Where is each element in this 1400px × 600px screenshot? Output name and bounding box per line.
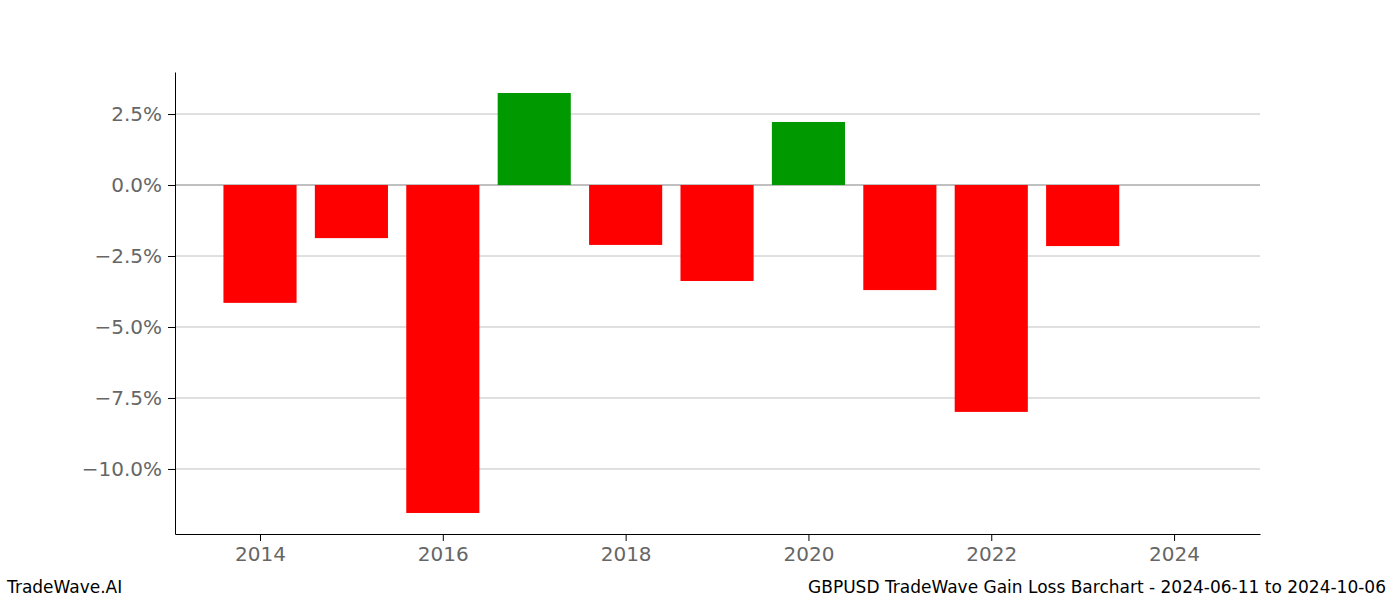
tick-label: −7.5%	[94, 386, 162, 410]
grid-line	[175, 397, 1260, 398]
bar	[772, 122, 845, 185]
tick-label: 2016	[418, 542, 469, 566]
axis-line	[175, 73, 176, 535]
tick-mark	[168, 114, 175, 115]
axis-line	[176, 534, 1261, 535]
bar	[955, 185, 1028, 412]
bars	[223, 93, 1119, 513]
x-tick: 2024	[1149, 534, 1200, 566]
grid-line	[175, 326, 1260, 327]
tick-label: 2018	[601, 542, 652, 566]
y-tick: 0.0%	[111, 173, 175, 197]
tick-mark	[443, 534, 444, 541]
x-tick: 2018	[601, 534, 652, 566]
tick-label: −2.5%	[94, 244, 162, 268]
grid-line	[175, 468, 1260, 469]
bar	[223, 185, 296, 303]
grid-line	[175, 114, 1260, 115]
chart: 2.5%0.0%−2.5%−5.0%−7.5%−10.0%20142016201…	[0, 0, 1400, 600]
bar	[315, 185, 388, 238]
bar	[680, 185, 753, 281]
tick-mark	[168, 327, 175, 328]
plot: 2.5%0.0%−2.5%−5.0%−7.5%−10.0%20142016201…	[82, 73, 1261, 567]
tick-label: 2020	[783, 542, 834, 566]
y-axis: 2.5% 0.0% −2.5% −5.0% −7.5% −10.0%	[82, 73, 176, 535]
annotation: TradeWave.AI	[6, 577, 122, 597]
x-tick: 2020	[783, 534, 834, 566]
tick-label: −5.0%	[94, 315, 162, 339]
y-tick: −2.5%	[94, 244, 175, 268]
y-tick: 2.5%	[111, 102, 175, 126]
tick-mark	[808, 534, 809, 541]
bar	[863, 185, 936, 290]
tick-mark	[168, 185, 175, 186]
grid	[175, 114, 1260, 469]
tick-mark	[626, 534, 627, 541]
tick-mark	[168, 256, 175, 257]
tick-label: 0.0%	[111, 173, 162, 197]
tick-label: 2.5%	[111, 102, 162, 126]
bar	[498, 93, 571, 185]
x-tick: 2014	[235, 534, 286, 566]
bar	[406, 185, 479, 513]
tick-mark	[1174, 534, 1175, 541]
tick-label: 2014	[235, 542, 286, 566]
bar	[1046, 185, 1119, 246]
x-tick: 2022	[966, 534, 1017, 566]
tick-mark	[168, 469, 175, 470]
tick-mark	[260, 534, 261, 541]
tick-label: 2024	[1149, 542, 1200, 566]
tick-label: 2022	[966, 542, 1017, 566]
tick-label: −10.0%	[82, 457, 162, 481]
title: GBPUSD TradeWave Gain Loss Barchart - 20…	[808, 577, 1386, 597]
x-axis: 2014 2016 2018 2020 2022 2024	[176, 534, 1261, 566]
y-tick: −10.0%	[82, 457, 175, 481]
x-tick: 2016	[418, 534, 469, 566]
bar	[589, 185, 662, 245]
tick-mark	[168, 398, 175, 399]
y-tick: −7.5%	[94, 386, 175, 410]
y-tick: −5.0%	[94, 315, 175, 339]
tick-mark	[991, 534, 992, 541]
